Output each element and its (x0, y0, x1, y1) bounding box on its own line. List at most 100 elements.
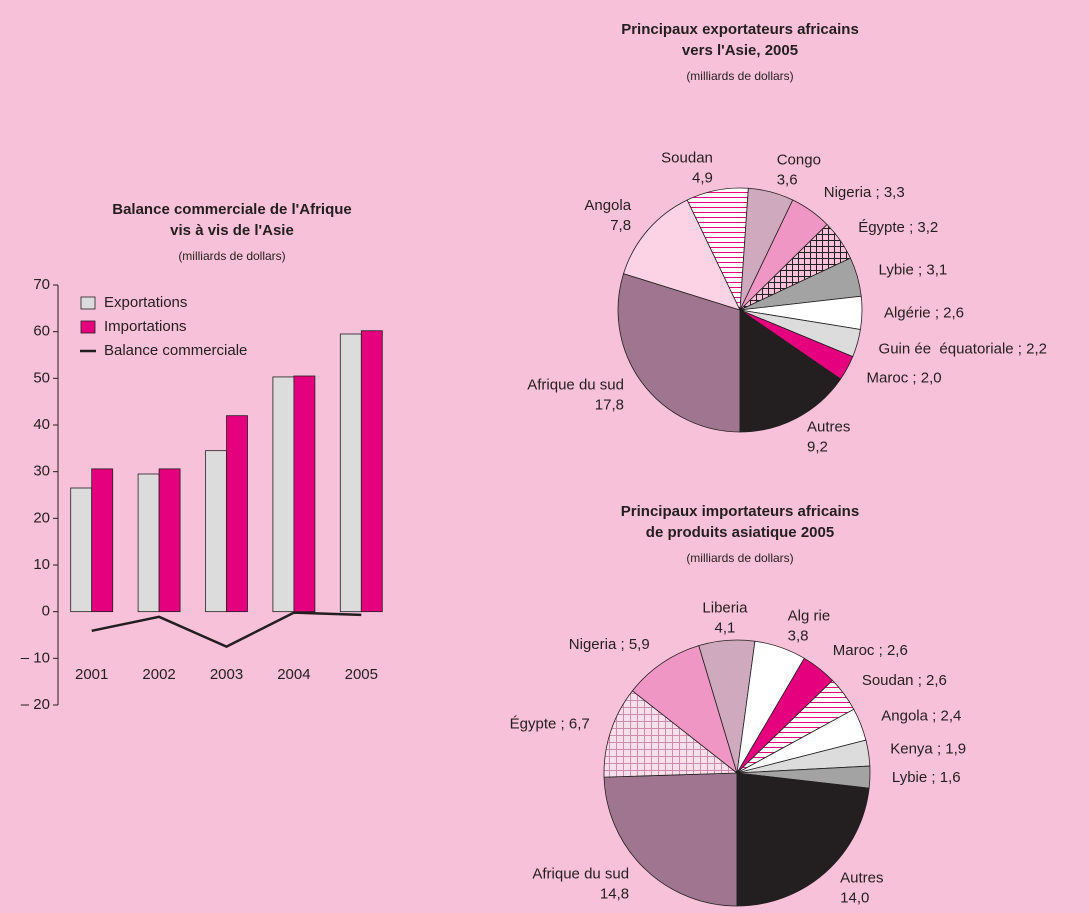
slice-value: 5,9 (629, 636, 650, 653)
slice-name: Algérie (884, 304, 931, 321)
x-tick-label: 2002 (142, 666, 175, 683)
legend-label: Exportations (104, 294, 187, 311)
chart-title: vers l'Asie, 2005 (682, 42, 798, 59)
slice-value: 4,1 (714, 619, 735, 636)
slice-value: 3,8 (788, 627, 809, 644)
slice-name: Alg rie (788, 607, 831, 624)
pie-slice (736, 772, 870, 907)
slice-separator: ; (933, 741, 946, 758)
bar (70, 487, 93, 613)
y-tick-label: – 10 (21, 649, 50, 666)
slice-name: Nigeria (824, 184, 872, 201)
slice-separator: ; (931, 304, 944, 321)
pie-slice (603, 690, 739, 778)
x-tick-label: 2003 (210, 666, 243, 683)
pie-slice (631, 645, 738, 775)
slice-separator: ; (1014, 340, 1027, 357)
legend-label: Balance commerciale (104, 342, 247, 359)
legend-label: Importations (104, 318, 187, 335)
y-tick-label: 0 (42, 603, 50, 620)
y-tick-label: – 20 (21, 696, 50, 713)
slice-name: Liberia (702, 599, 748, 616)
slice-name: Nigeria (569, 636, 617, 653)
slice-separator: ; (616, 636, 629, 653)
chart-title: Principaux importateurs africains (621, 503, 859, 520)
balance-line (91, 611, 362, 649)
chart-title: Balance commerciale de l'Afrique (112, 201, 352, 218)
slice-label: Soudan ; 2,6 (862, 672, 947, 689)
slice-label: Égypte ; 3,2 (858, 219, 938, 236)
slice-value: 6,7 (569, 716, 590, 733)
slice-label: Lybie ; 3,1 (879, 262, 948, 279)
slice-separator: ; (927, 769, 940, 786)
pie-slice (739, 309, 842, 433)
slice-name: Lybie (892, 769, 927, 786)
pie-slice (623, 199, 741, 311)
y-tick-label: 20 (33, 509, 50, 526)
slice-value: 2,2 (1026, 340, 1047, 357)
slice-separator: ; (914, 672, 927, 689)
slice-value: 3,3 (884, 184, 905, 201)
slice-name: Soudan (661, 150, 713, 167)
slice-value: 3,6 (777, 172, 798, 189)
slice-name: Maroc (867, 370, 909, 387)
slice-label: Lybie ; 1,6 (892, 769, 961, 786)
bar (293, 375, 316, 613)
slice-value: 2,6 (887, 642, 908, 659)
slice-name: Angola (881, 707, 928, 724)
slice-value: 2,4 (940, 707, 961, 724)
y-tick-label: 60 (33, 323, 50, 340)
legend-swatch (80, 296, 96, 310)
slice-value: 3,1 (926, 262, 947, 279)
x-tick-label: 2004 (277, 666, 310, 683)
slice-label: Maroc ; 2,0 (867, 370, 942, 387)
slice-separator: ; (908, 370, 921, 387)
bar (272, 376, 295, 613)
slice-separator: ; (928, 707, 941, 724)
slice-name: Soudan (862, 672, 914, 689)
slice-value: 2,6 (943, 304, 964, 321)
slice-name: Égypte (858, 219, 905, 236)
slice-value: 14,0 (840, 890, 869, 907)
y-tick-label: 70 (33, 276, 50, 293)
slice-name: Angola (584, 197, 631, 214)
slice-label: Nigeria ; 5,9 (569, 636, 650, 653)
slice-name: Égypte (510, 716, 557, 733)
slice-name: Afrique du sud (527, 376, 624, 393)
pie-slice (617, 273, 741, 433)
slice-value: 1,6 (940, 769, 961, 786)
slice-separator: ; (874, 642, 887, 659)
chart-title: de produits asiatique 2005 (646, 524, 834, 541)
slice-separator: ; (556, 716, 569, 733)
slice-value: 2,6 (926, 672, 947, 689)
x-tick-label: 2005 (345, 666, 378, 683)
slice-value: 2,0 (921, 370, 942, 387)
chart-subtitle: (milliards de dollars) (178, 249, 285, 263)
bar (205, 450, 227, 613)
y-tick-label: 10 (33, 556, 50, 573)
pie-slice (603, 772, 738, 907)
bar (339, 333, 362, 613)
slice-value: 4,9 (692, 170, 713, 187)
slice-name: Autres (840, 870, 883, 887)
bar (137, 473, 160, 613)
slice-name: Congo (777, 152, 821, 169)
slice-label: Kenya ; 1,9 (890, 741, 966, 758)
slice-name: Maroc (833, 642, 875, 659)
bar (226, 415, 248, 613)
slice-label: Angola ; 2,4 (881, 707, 961, 724)
slice-value: 3,2 (917, 219, 938, 236)
slice-label: Nigeria ; 3,3 (824, 184, 905, 201)
legend-swatch (80, 320, 96, 334)
bar (91, 468, 114, 613)
bar (158, 468, 181, 613)
chart-title: Principaux exportateurs africains (621, 21, 859, 38)
x-tick-label: 2001 (75, 666, 108, 683)
chart-title: vis à vis de l'Asie (170, 222, 294, 239)
y-tick-label: 40 (33, 416, 50, 433)
slice-value: 7,8 (610, 217, 631, 234)
chart-subtitle: (milliards de dollars) (686, 69, 793, 83)
slice-name: Autres (807, 418, 850, 435)
